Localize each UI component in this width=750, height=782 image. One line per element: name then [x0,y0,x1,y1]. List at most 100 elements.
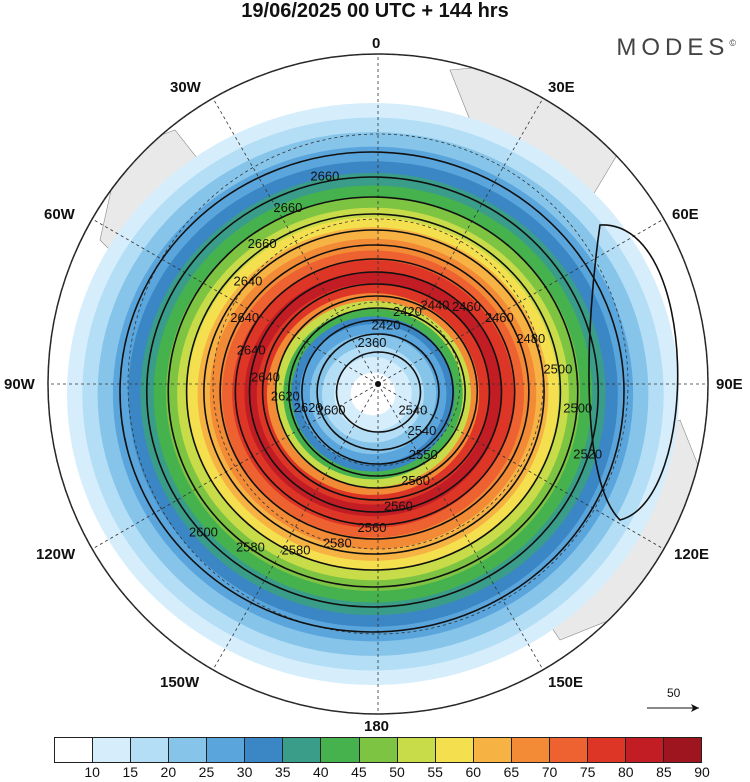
colorbar-swatch [169,738,208,762]
geopotential-contour [301,319,454,465]
chart-title: 19/06/2025 00 UTC + 144 hrs [241,0,509,22]
meridian-line [377,383,544,670]
colorbar-ticks: 10 15 20 25 30 35 40 45 50 55 60 65 70 75 80 85 90 [54,764,709,782]
colorbar [54,737,702,763]
contour-label: 2440 [420,297,449,312]
lon-label-90w: 90W [4,376,35,393]
contour-label: 2460 [452,299,481,314]
colorbar-tick-label: 45 [351,764,367,780]
contour-label: 2550 [409,447,438,462]
colorbar-swatch [131,738,170,762]
colorbar-swatch [549,738,588,762]
geopotential-contour [203,229,545,555]
contour-label: 2420 [372,317,401,332]
lon-label-120w: 120W [36,546,76,563]
colorbar-tick-label: 55 [427,764,443,780]
colorbar-swatch [587,738,626,762]
contour-label: 2480 [516,331,545,346]
contour-label: 2560 [401,473,430,488]
contour-label: 2600 [189,525,218,540]
colorbar-tick-label: 60 [465,764,482,780]
colorbar-tick-label: 70 [541,764,558,780]
wind-speed-shading [67,103,679,685]
colorbar-swatch [283,738,322,762]
meridian-line [377,383,664,550]
contour-label: 2500 [543,361,572,376]
contour-label: 2620 [294,400,323,415]
latitude-circle [47,53,709,715]
contour-label: 2420 [393,304,422,319]
lon-label-60w: 60W [44,206,75,223]
contour-label: 2500 [563,401,592,416]
lon-label-120e: 120E [674,546,710,563]
geopotential-contour [185,213,562,571]
colorbar-swatch [321,738,360,762]
colorbar-tick-label: 50 [389,764,405,780]
colorbar-swatch [397,738,436,762]
colorbar-swatch [93,738,132,762]
wind-speed-band [350,372,396,416]
geopotential-contour [219,244,530,540]
contour-label: 2580 [323,536,352,551]
geopotential-contour [119,151,625,633]
colorbar-tick-label: 65 [503,764,520,780]
geopotential-contour [167,196,579,588]
contour-label: 2600 [317,403,346,418]
geopotential-contour [274,295,479,489]
contour-label: 2660 [273,200,302,215]
latitude-circle [127,133,629,635]
reference-arrow-icon [647,704,699,712]
contour-label: 2640 [237,343,266,358]
lon-label-0: 0 [372,35,381,52]
lon-label-90e: 90E [716,376,743,393]
meridian-line [212,383,379,670]
colorbar-tick-label: 25 [198,764,215,780]
colorbar-tick-label: 80 [617,764,634,780]
geopotential-contour [234,258,516,526]
colorbar-swatch [55,738,94,762]
contour-label: 2660 [310,169,339,184]
colorbar-tick-label: 85 [656,764,672,780]
geopotential-contour [145,176,600,608]
colorbar-swatch [435,738,474,762]
colorbar-tick-label: 10 [84,764,100,780]
lon-label-30w: 30W [170,79,201,96]
reference-vector: 50 [645,686,705,718]
contour-label: 2540 [398,403,427,418]
lon-label-150w: 150W [160,674,200,691]
lon-label-30e: 30E [548,79,575,96]
geopotential-contours [119,151,679,633]
contour-label: 2660 [248,236,277,251]
contour-label: 2560 [384,498,413,513]
contour-label: 2580 [236,539,265,554]
colorbar-swatch [207,738,246,762]
contour-label: 2360 [358,335,387,350]
colorbar-tick-label: 15 [122,764,139,780]
contour-label: 2580 [282,543,311,558]
contour-label: 2460 [485,310,514,325]
brand-mark: © [729,38,736,48]
lon-label-60e: 60E [672,206,699,223]
geopotential-contour [588,224,679,521]
reference-vector-value: 50 [667,686,681,700]
geopotential-contour [316,333,440,451]
colorbar-tick-label: 75 [579,764,596,780]
colorbar-swatch [625,738,664,762]
colorbar-tick-label: 90 [694,764,710,780]
meridian-line [377,98,544,385]
meridian-line [212,98,379,385]
lon-label-150e: 150E [548,674,584,691]
colorbar-tick-label: 40 [313,764,329,780]
colorbar-tick-label: 35 [274,764,291,780]
colorbar-tick-label: 30 [236,764,253,780]
contour-label: 2640 [251,369,280,384]
colorbar-swatch [664,738,702,762]
brand-logo: MODES© [616,34,736,62]
colorbar-tick-label: 20 [160,764,177,780]
latitude-circle [295,301,461,467]
brand-text: MODES [616,34,730,61]
contour-label: 2640 [230,310,259,325]
contour-label: 2560 [358,520,387,535]
